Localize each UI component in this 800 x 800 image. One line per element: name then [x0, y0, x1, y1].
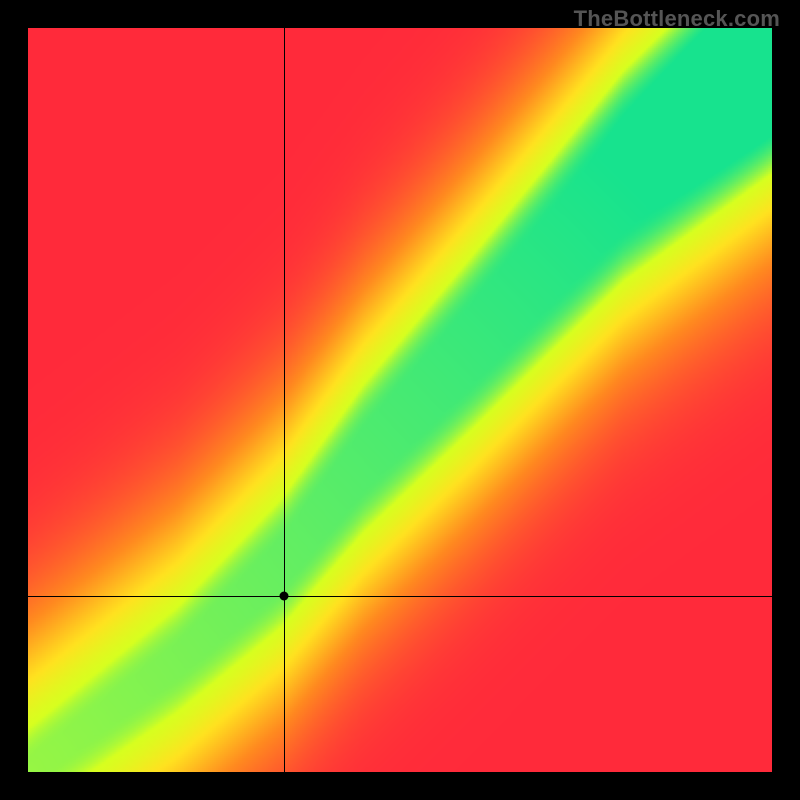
heatmap-canvas — [28, 28, 772, 772]
outer-frame: TheBottleneck.com — [0, 0, 800, 800]
plot-area — [28, 28, 772, 772]
